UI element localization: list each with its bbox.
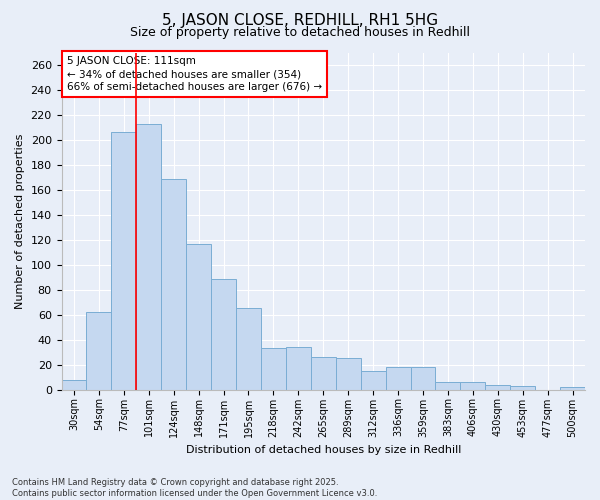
Bar (86, 312, 112, 390)
Bar (460, 382, 485, 390)
Bar (560, 387, 585, 390)
Text: Size of property relative to detached houses in Redhill: Size of property relative to detached ho… (130, 26, 470, 39)
Text: 5, JASON CLOSE, REDHILL, RH1 5HG: 5, JASON CLOSE, REDHILL, RH1 5HG (162, 12, 438, 28)
Bar (436, 382, 460, 390)
Bar (136, 124, 161, 390)
Bar (386, 367, 410, 390)
Bar (236, 308, 261, 390)
Bar (485, 384, 510, 390)
Text: Contains HM Land Registry data © Crown copyright and database right 2025.
Contai: Contains HM Land Registry data © Crown c… (12, 478, 377, 498)
X-axis label: Distribution of detached houses by size in Redhill: Distribution of detached houses by size … (185, 445, 461, 455)
Bar (211, 278, 236, 390)
Bar (410, 367, 436, 390)
Text: 5 JASON CLOSE: 111sqm
← 34% of detached houses are smaller (354)
66% of semi-det: 5 JASON CLOSE: 111sqm ← 34% of detached … (67, 56, 322, 92)
Y-axis label: Number of detached properties: Number of detached properties (15, 134, 25, 309)
Bar (161, 178, 186, 390)
Bar (112, 132, 136, 390)
Bar (186, 244, 211, 390)
Bar (336, 358, 361, 390)
Bar (286, 347, 311, 390)
Bar (261, 348, 286, 390)
Bar (361, 371, 386, 390)
Bar (510, 386, 535, 390)
Bar (311, 357, 336, 390)
Bar (62, 380, 86, 390)
